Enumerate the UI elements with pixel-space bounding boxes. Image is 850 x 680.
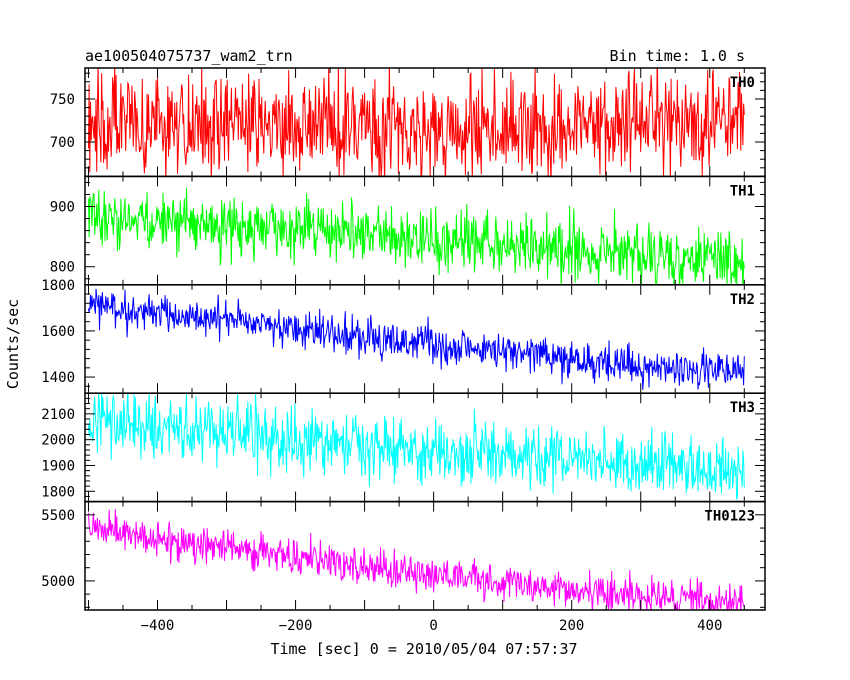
panel-label-th0123: TH0123 bbox=[704, 509, 755, 525]
y-axis-title: Counts/sec bbox=[4, 299, 22, 389]
series-line-th0123 bbox=[88, 509, 745, 611]
panels-group: 700 750 TH0 800 900 TH1 1400 1600 1800 TH2 1800 190… bbox=[41, 67, 766, 634]
series-line-th1 bbox=[88, 187, 745, 285]
panel-label-th1: TH1 bbox=[730, 183, 755, 199]
panel-label-th2: TH2 bbox=[730, 292, 755, 308]
x-axis-title: Time [sec] 0 = 2010/05/04 07:57:37 bbox=[270, 640, 577, 658]
y-tick-label: 5000 bbox=[41, 574, 75, 590]
y-tick-label: 700 bbox=[50, 135, 75, 151]
figure-left-title: ae100504075737_wam2_trn bbox=[85, 47, 293, 65]
series-line-th0 bbox=[88, 68, 745, 177]
figure-right-title: Bin time: 1.0 s bbox=[610, 47, 745, 65]
x-tick-label: 200 bbox=[559, 618, 584, 634]
y-tick-label: 1400 bbox=[41, 370, 75, 386]
y-tick-label: 2100 bbox=[41, 407, 75, 423]
series-line-th3 bbox=[88, 393, 745, 500]
y-tick-label: 800 bbox=[50, 260, 75, 276]
panel-label-th0: TH0 bbox=[730, 75, 755, 91]
y-tick-label: 1800 bbox=[41, 278, 75, 294]
x-tick-label: 0 bbox=[429, 618, 437, 634]
x-tick-label: −200 bbox=[279, 618, 313, 634]
y-tick-label: 1600 bbox=[41, 324, 75, 340]
panel-label-th3: TH3 bbox=[730, 400, 755, 416]
x-tick-label: 400 bbox=[697, 618, 722, 634]
panel-frame-th0123 bbox=[84, 500, 766, 611]
y-tick-label: 5500 bbox=[41, 508, 75, 524]
y-tick-label: 900 bbox=[50, 200, 75, 216]
series-line-th2 bbox=[88, 288, 745, 390]
y-tick-label: 1800 bbox=[41, 484, 75, 500]
y-tick-label: 750 bbox=[50, 92, 75, 108]
y-tick-label: 1900 bbox=[41, 458, 75, 474]
x-tick-label: −400 bbox=[141, 618, 175, 634]
y-tick-label: 2000 bbox=[41, 433, 75, 449]
